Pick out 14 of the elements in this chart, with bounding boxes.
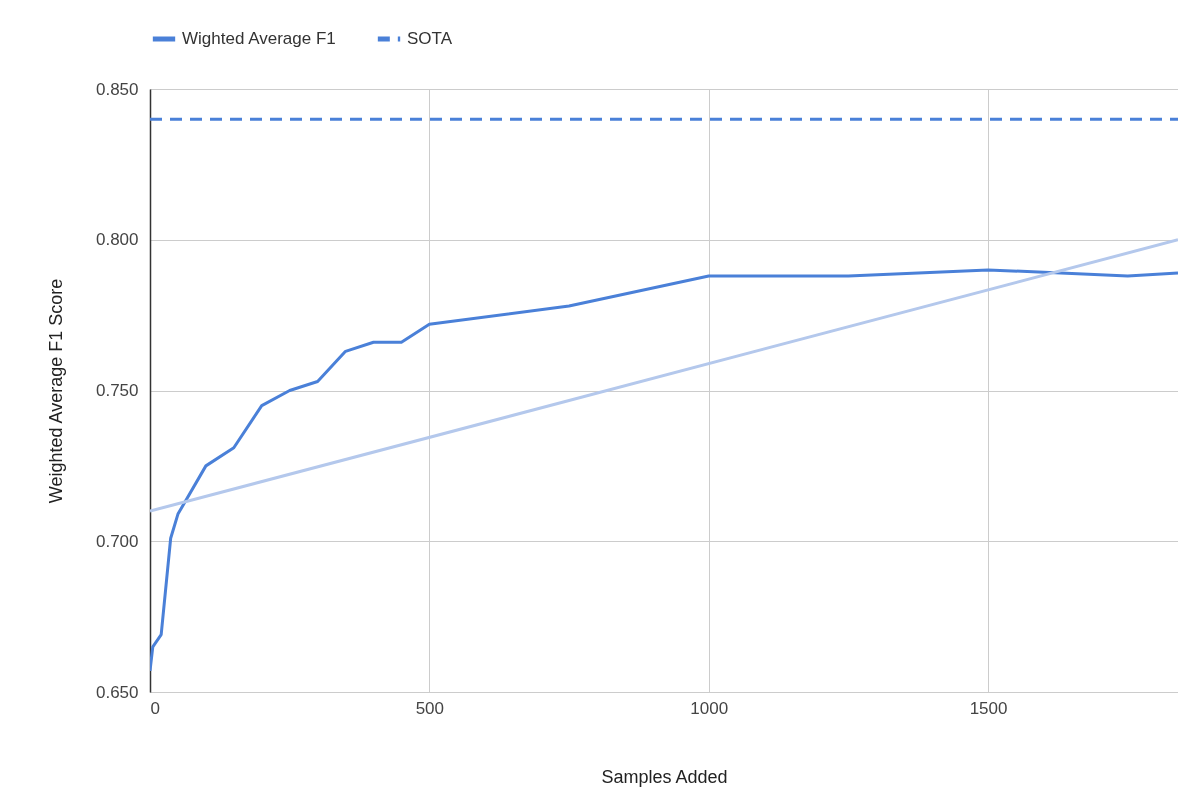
legend-label: SOTA [407,29,453,48]
y-tick-label: 0.800 [95,230,139,250]
x-tick-label: 500 [415,698,445,718]
y-axis-title: Weighted Average F1 Score [45,278,66,504]
line-series [150,268,1178,673]
y-tick-label: 0.700 [95,531,139,551]
x-axis-title: Samples Added [601,766,728,787]
x-tick-label: 0 [150,698,160,718]
x-tick-label: 1500 [969,698,1008,718]
y-tick-label: 0.650 [95,682,139,702]
x-tick-label: 1000 [690,698,729,718]
y-tick-label: 0.750 [95,381,139,400]
legend-label: Wighted Average F1 [182,29,336,48]
y-tick-label: 0.850 [95,79,139,99]
